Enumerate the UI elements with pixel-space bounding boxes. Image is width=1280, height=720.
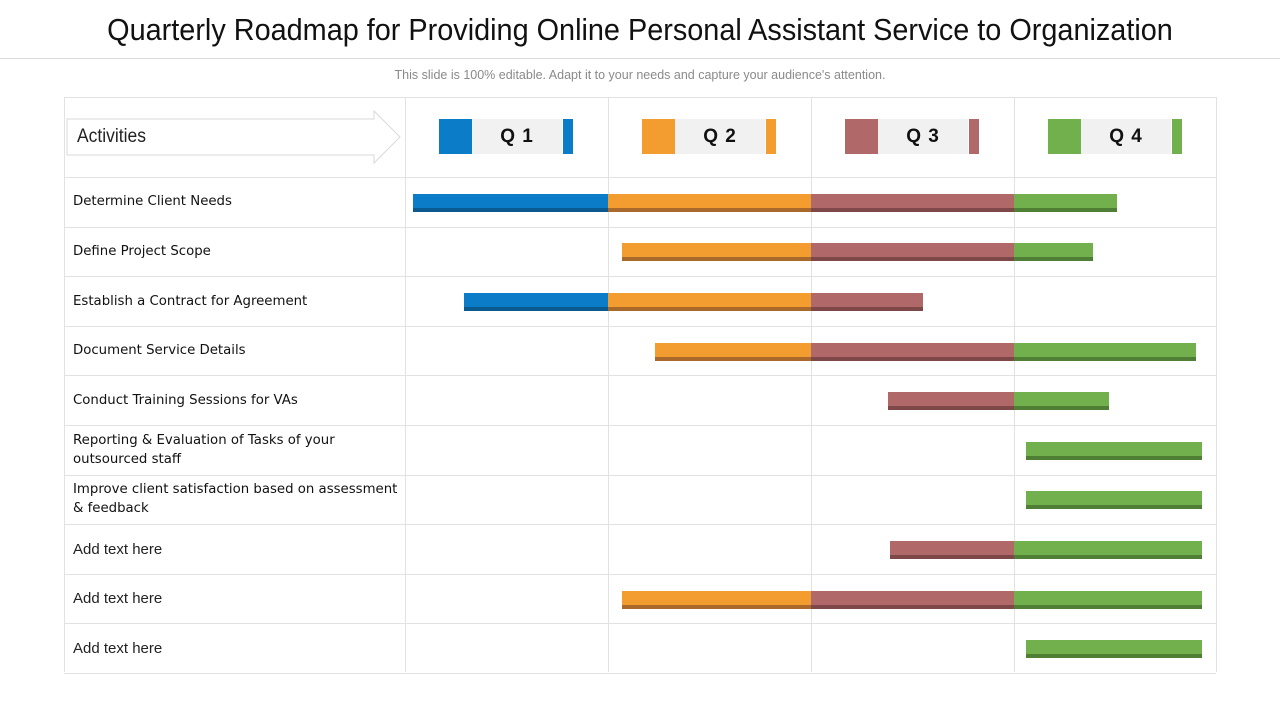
grid-line-quarter-4 <box>1216 97 1217 672</box>
grid-line-row <box>64 375 1216 376</box>
grid-line-quarter-3 <box>1014 97 1015 672</box>
grid-line-row <box>64 574 1216 575</box>
gantt-bar-segment-q3 <box>888 392 1014 410</box>
activities-header: Activities <box>77 126 146 147</box>
gantt-bar-segment-q4 <box>1014 541 1202 559</box>
activity-label: Add text here <box>73 541 163 558</box>
gantt-bar-segment-q2 <box>622 591 811 609</box>
gantt-bar-segment-q4 <box>1026 640 1202 658</box>
quarter-label: Q 4 <box>1081 119 1171 154</box>
quarter-color-block <box>845 119 878 154</box>
gantt-bar-segment-q2 <box>622 243 811 261</box>
grid-line-row <box>64 425 1216 426</box>
grid-line-header <box>64 177 1216 178</box>
gantt-bar-segment-q4 <box>1014 194 1117 212</box>
quarter-header-2: Q 2 <box>642 119 776 154</box>
quarter-color-stub <box>766 119 776 154</box>
gantt-bar-segment-q4 <box>1014 243 1093 261</box>
gantt-bar-segment-q1 <box>413 194 608 212</box>
gantt-bar-segment-q3 <box>811 343 1014 361</box>
gantt-bar-segment-q3 <box>890 541 1014 559</box>
quarter-label: Q 1 <box>472 119 562 154</box>
grid-line-row <box>64 227 1216 228</box>
quarter-label: Q 2 <box>675 119 765 154</box>
gantt-bar-segment-q1 <box>464 293 608 311</box>
activity-label: Determine Client Needs <box>73 194 232 209</box>
activity-label: Reporting & Evaluation of Tasks of your … <box>73 433 335 467</box>
quarter-color-block <box>642 119 675 154</box>
grid-line-top <box>64 97 1216 98</box>
quarter-label: Q 3 <box>878 119 968 154</box>
grid-line-quarter-2 <box>811 97 812 672</box>
grid-line-row <box>64 524 1216 525</box>
quarter-header-3: Q 3 <box>845 119 979 154</box>
gantt-bar-segment-q3 <box>811 293 923 311</box>
quarter-color-stub <box>969 119 979 154</box>
grid-line-row <box>64 276 1216 277</box>
activities-arrow-shape <box>66 110 401 164</box>
gantt-bar-segment-q4 <box>1026 491 1202 509</box>
activity-label: Improve client satisfaction based on ass… <box>73 482 398 516</box>
gantt-bar-segment-q2 <box>608 293 811 311</box>
gantt-bar-segment-q2 <box>608 194 811 212</box>
slide-subtitle: This slide is 100% editable. Adapt it to… <box>394 68 886 82</box>
grid-line-row <box>64 623 1216 624</box>
grid-line-row <box>64 673 1216 674</box>
quarter-color-stub <box>563 119 573 154</box>
gantt-bar-segment-q2 <box>655 343 811 361</box>
grid-line-quarter-1 <box>608 97 609 672</box>
title-divider <box>0 58 1280 59</box>
gantt-bar-segment-q3 <box>811 591 1014 609</box>
quarter-color-block <box>439 119 472 154</box>
grid-line-quarter-0 <box>405 97 406 672</box>
gantt-bar-segment-q4 <box>1014 591 1202 609</box>
grid-line-row <box>64 475 1216 476</box>
gantt-bar-segment-q4 <box>1014 343 1196 361</box>
grid-line-row <box>64 326 1216 327</box>
activity-label: Establish a Contract for Agreement <box>73 294 308 309</box>
activity-label: Conduct Training Sessions for VAs <box>73 393 298 408</box>
activity-label: Define Project Scope <box>73 244 211 259</box>
grid-line-left <box>64 97 65 672</box>
quarter-color-block <box>1048 119 1081 154</box>
gantt-bar-segment-q3 <box>811 243 1014 261</box>
gantt-bar-segment-q3 <box>811 194 1014 212</box>
gantt-bar-segment-q4 <box>1014 392 1109 410</box>
gantt-bar-segment-q4 <box>1026 442 1202 460</box>
activity-label: Add text here <box>73 590 163 607</box>
activity-label: Document Service Details <box>73 343 246 358</box>
quarter-color-stub <box>1172 119 1182 154</box>
activity-label: Add text here <box>73 640 163 657</box>
quarter-header-1: Q 1 <box>439 119 573 154</box>
quarter-header-4: Q 4 <box>1048 119 1182 154</box>
slide-title: Quarterly Roadmap for Providing Online P… <box>107 12 1173 47</box>
